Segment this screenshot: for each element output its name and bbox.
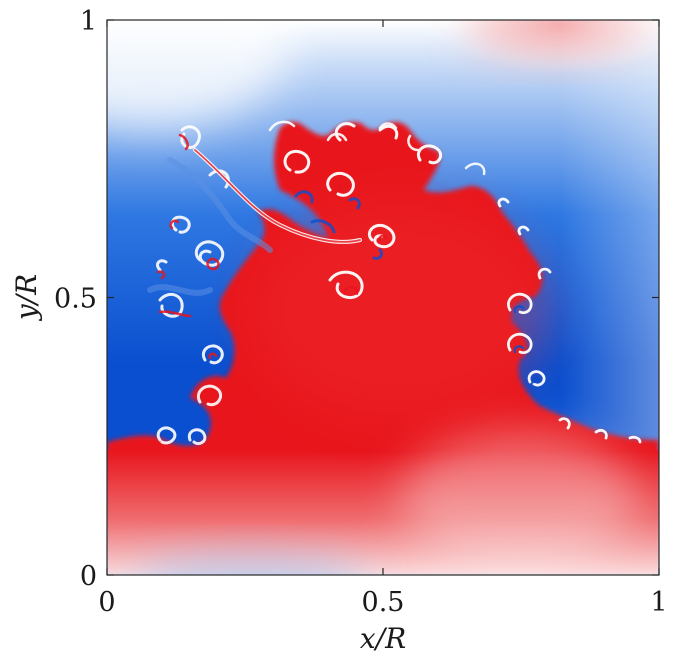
x-tick-label: 0.5 [362, 587, 405, 618]
heatmap-field [107, 20, 659, 575]
x-tick-label: 1 [650, 587, 667, 618]
y-tick-label: 0 [80, 561, 97, 592]
y-tick-label: 1 [80, 6, 97, 37]
vortex-swirls [147, 120, 642, 446]
x-tick-label: 0 [98, 587, 115, 618]
y-axis-label: y/R [10, 274, 43, 322]
axis-ticks: 0 0.5 1 0 0.5 1 [54, 6, 668, 618]
y-tick-label: 0.5 [54, 284, 97, 315]
x-axis-label: x/R [360, 622, 406, 655]
